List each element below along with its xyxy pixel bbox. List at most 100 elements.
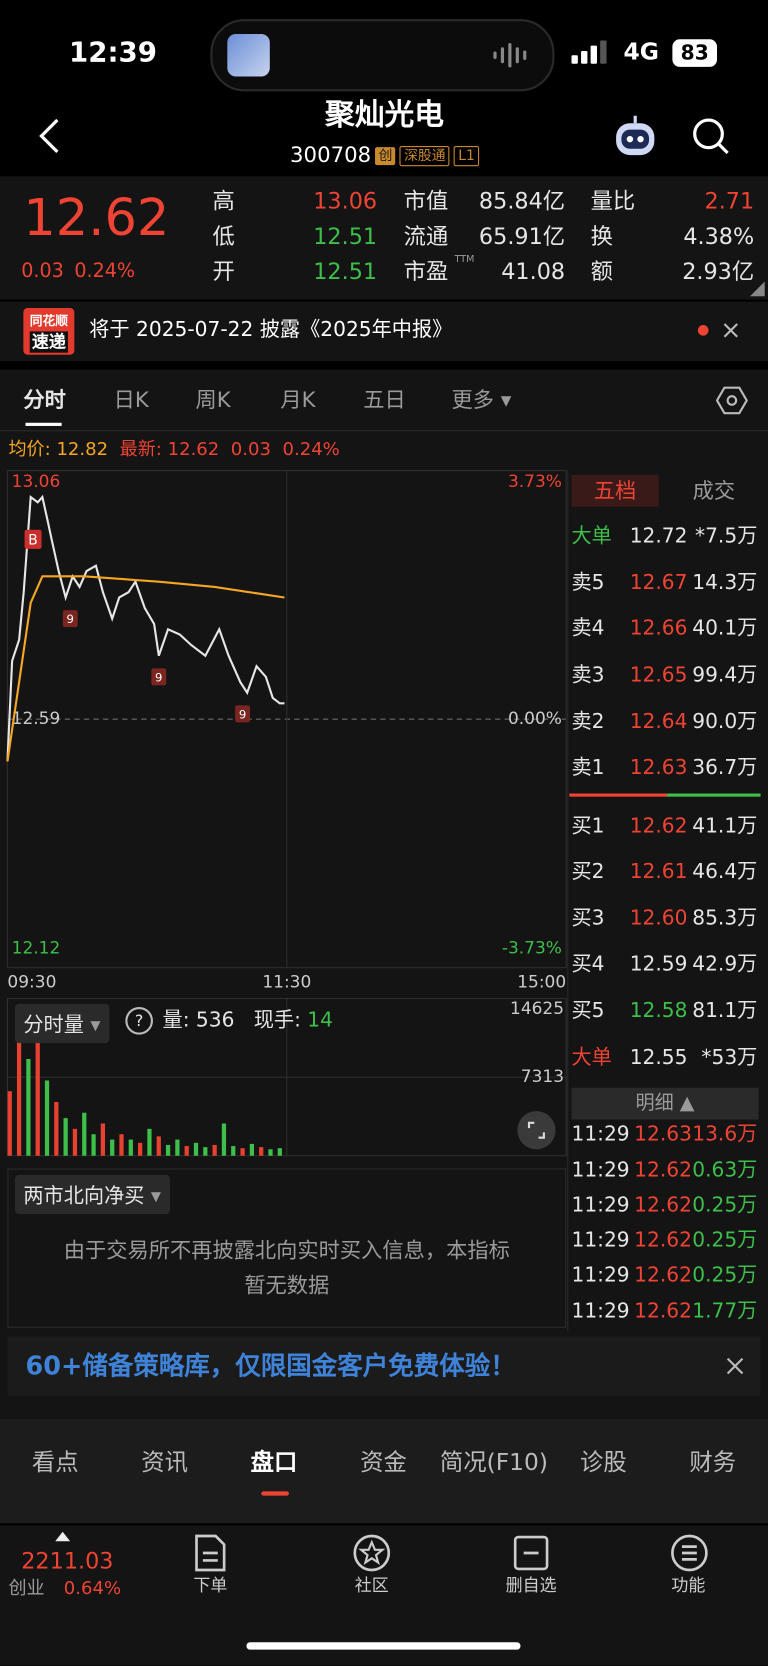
detail-header[interactable]: 明细 ▲	[571, 1087, 759, 1120]
nav-label[interactable]: 删自选	[505, 1575, 557, 1596]
volume-bar	[268, 1149, 273, 1156]
north-message: 由于交易所不再披露北向实时买入信息，本指标	[63, 1237, 510, 1264]
caret: ▾	[493, 386, 512, 413]
book-tab[interactable]: 五档	[593, 478, 637, 504]
period-tab[interactable]: 五日	[363, 386, 406, 413]
y2-tick-label: 3.73%	[508, 472, 562, 492]
index-pct: 0.64%	[63, 1577, 122, 1600]
y-tick-label: 12.12	[12, 939, 61, 959]
last-price: 12.62	[23, 188, 170, 248]
period-tab[interactable]: 更多 ▾	[451, 386, 512, 413]
period-tab[interactable]: 日K	[113, 386, 149, 413]
north-panel	[7, 1168, 567, 1328]
nav-icon	[195, 1534, 226, 1572]
book-label: 大单	[571, 1045, 612, 1070]
book-label: 买5	[571, 999, 605, 1023]
book-label: 买1	[571, 814, 605, 838]
period-tab[interactable]: 月K	[280, 386, 316, 413]
hand-value: 14	[307, 1008, 333, 1032]
stat-label: 开	[212, 258, 235, 285]
volume-bar	[249, 1143, 255, 1156]
section-tab[interactable]: 资金	[360, 1449, 407, 1477]
avg-value: 12.82	[56, 439, 109, 461]
stat-label: 量比	[590, 188, 636, 215]
period-tab[interactable]: 分时	[23, 386, 66, 413]
logo-text: 同花顺	[29, 313, 68, 329]
trade-time: 11:29	[571, 1158, 630, 1182]
settings-button[interactable]	[715, 385, 748, 417]
volume-bar	[277, 1148, 282, 1156]
stock-code-line: 300708 创深股通 L1	[290, 144, 480, 167]
notice-logo: 同花顺 速递	[23, 308, 75, 355]
book-price: 12.66	[629, 616, 688, 640]
book-volume: 40.1万	[692, 616, 758, 640]
nav-label[interactable]: 功能	[671, 1575, 706, 1596]
promo-banner[interactable]	[7, 1336, 761, 1396]
book-tab[interactable]: 成交	[692, 478, 736, 504]
annotation-marker	[151, 668, 167, 686]
back-button[interactable]	[36, 117, 61, 155]
book-label: 大单	[571, 524, 612, 548]
volume-bar	[100, 1123, 106, 1156]
notice-bar[interactable]	[0, 301, 768, 362]
stat-label: 高	[212, 188, 235, 215]
latest-change-pct: 0.24%	[282, 439, 340, 461]
volume-bar	[72, 1128, 78, 1156]
stat-label: 换	[590, 223, 613, 250]
expand-corner[interactable]	[749, 281, 765, 297]
section-tab[interactable]: 简况(F10)	[439, 1449, 549, 1477]
volume-bar	[138, 1142, 143, 1156]
north-selector[interactable]: 两市北向净买 ▾	[14, 1174, 170, 1215]
divider	[567, 470, 569, 1331]
section-tab[interactable]: 资讯	[141, 1449, 189, 1477]
stat-value: 12.51	[313, 258, 378, 285]
close-button[interactable]	[726, 1357, 744, 1375]
home-indicator	[246, 1642, 521, 1650]
trade-time: 11:29	[571, 1193, 630, 1217]
book-volume: 41.1万	[692, 814, 758, 838]
zoom-button[interactable]	[516, 1110, 556, 1150]
trade-volume: 0.25万	[692, 1228, 758, 1252]
period-tab[interactable]: 周K	[195, 386, 231, 413]
assistant-icon[interactable]	[612, 113, 659, 160]
stat-label: 市盈	[403, 258, 449, 285]
latest-label: 最新:	[119, 439, 162, 461]
stat-label: 市值	[403, 188, 449, 215]
trade-price: 12.62	[634, 1228, 692, 1252]
x-tick-label: 11:30	[262, 973, 311, 993]
book-label: 卖2	[571, 710, 605, 734]
trade-time: 11:29	[571, 1228, 630, 1252]
close-button[interactable]	[723, 323, 738, 338]
section-tab[interactable]: 诊股	[579, 1449, 627, 1477]
stat-value: 12.51	[313, 223, 378, 250]
active-tab-bg	[571, 474, 659, 507]
index-value[interactable]: 2211.03	[21, 1548, 114, 1574]
app-icon	[227, 33, 270, 77]
annotation-label: 9	[155, 670, 162, 684]
book-price: 12.61	[629, 859, 688, 884]
book-price: 12.58	[629, 999, 688, 1023]
nav-label[interactable]: 下单	[193, 1575, 228, 1596]
help-button[interactable]: ?	[125, 1007, 153, 1035]
annotation-marker	[24, 529, 42, 549]
book-label: 卖4	[571, 616, 605, 640]
book-label: 卖3	[571, 663, 605, 687]
book-volume: *53万	[701, 1045, 758, 1070]
section-tab[interactable]: 盘口	[250, 1449, 298, 1477]
book-volume: 99.4万	[692, 663, 758, 687]
volume-selector[interactable]: 分时量 ▾	[14, 1003, 109, 1044]
section-tab[interactable]: 财务	[689, 1449, 737, 1477]
search-button[interactable]	[690, 116, 730, 156]
stock-title: 聚灿光电	[325, 96, 445, 132]
selector-text: 两市北向净买	[23, 1184, 145, 1208]
banner-text: 60+储备策略库，仅限国金客户免费体验！	[25, 1351, 516, 1381]
section-tab[interactable]: 看点	[31, 1449, 79, 1477]
divider	[0, 430, 768, 432]
volume-info: 量: 536 现手: 14	[163, 1008, 333, 1032]
latest-value: 12.62	[167, 439, 220, 461]
book-volume: 81.1万	[692, 999, 758, 1023]
bottom-nav	[0, 1525, 768, 1666]
nav-label[interactable]: 社区	[354, 1575, 389, 1596]
book-price: 12.64	[629, 710, 688, 734]
volume-bar	[7, 1091, 12, 1156]
